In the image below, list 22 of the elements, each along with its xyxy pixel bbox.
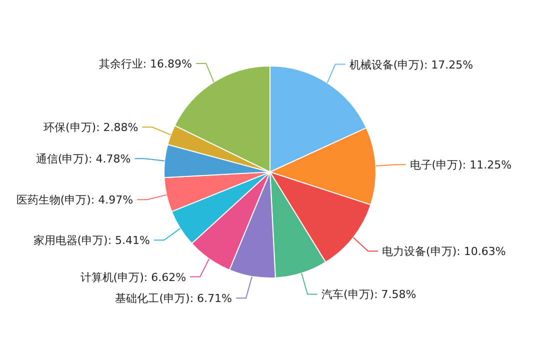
slice-label: 通信(申万) (36, 152, 89, 166)
data-label: : 7.58% (374, 288, 416, 302)
slice-label: 机械设备(申万) (349, 58, 424, 72)
data-label: : 5.41% (108, 234, 150, 248)
slice-label: 电力设备(申万) (382, 245, 457, 258)
slice-label: 其余行业 (98, 57, 143, 70)
slice-label: 汽车(申万) (322, 288, 374, 302)
data-label: : 11.25% (462, 158, 512, 172)
data-label: : 6.71% (190, 292, 232, 306)
slice-label: 基础化工(申万) (115, 292, 190, 306)
data-label: : 6.62% (144, 270, 186, 284)
data-label: : 10.63% (456, 245, 506, 258)
data-label: : 17.25% (424, 58, 474, 72)
data-label: : 16.89% (142, 57, 192, 70)
slice-label: 环保(申万) (44, 121, 96, 134)
slice-label: 计算机(申万) (80, 270, 144, 284)
data-label: : 2.88% (96, 121, 138, 134)
slice-label: 医药生物(申万) (16, 194, 91, 207)
slice-label: 电子(申万) (410, 158, 462, 172)
data-label: : 4.97% (90, 194, 134, 207)
data-label: : 4.78% (88, 152, 131, 166)
slice-label: 家用电器(申万) (33, 234, 108, 248)
